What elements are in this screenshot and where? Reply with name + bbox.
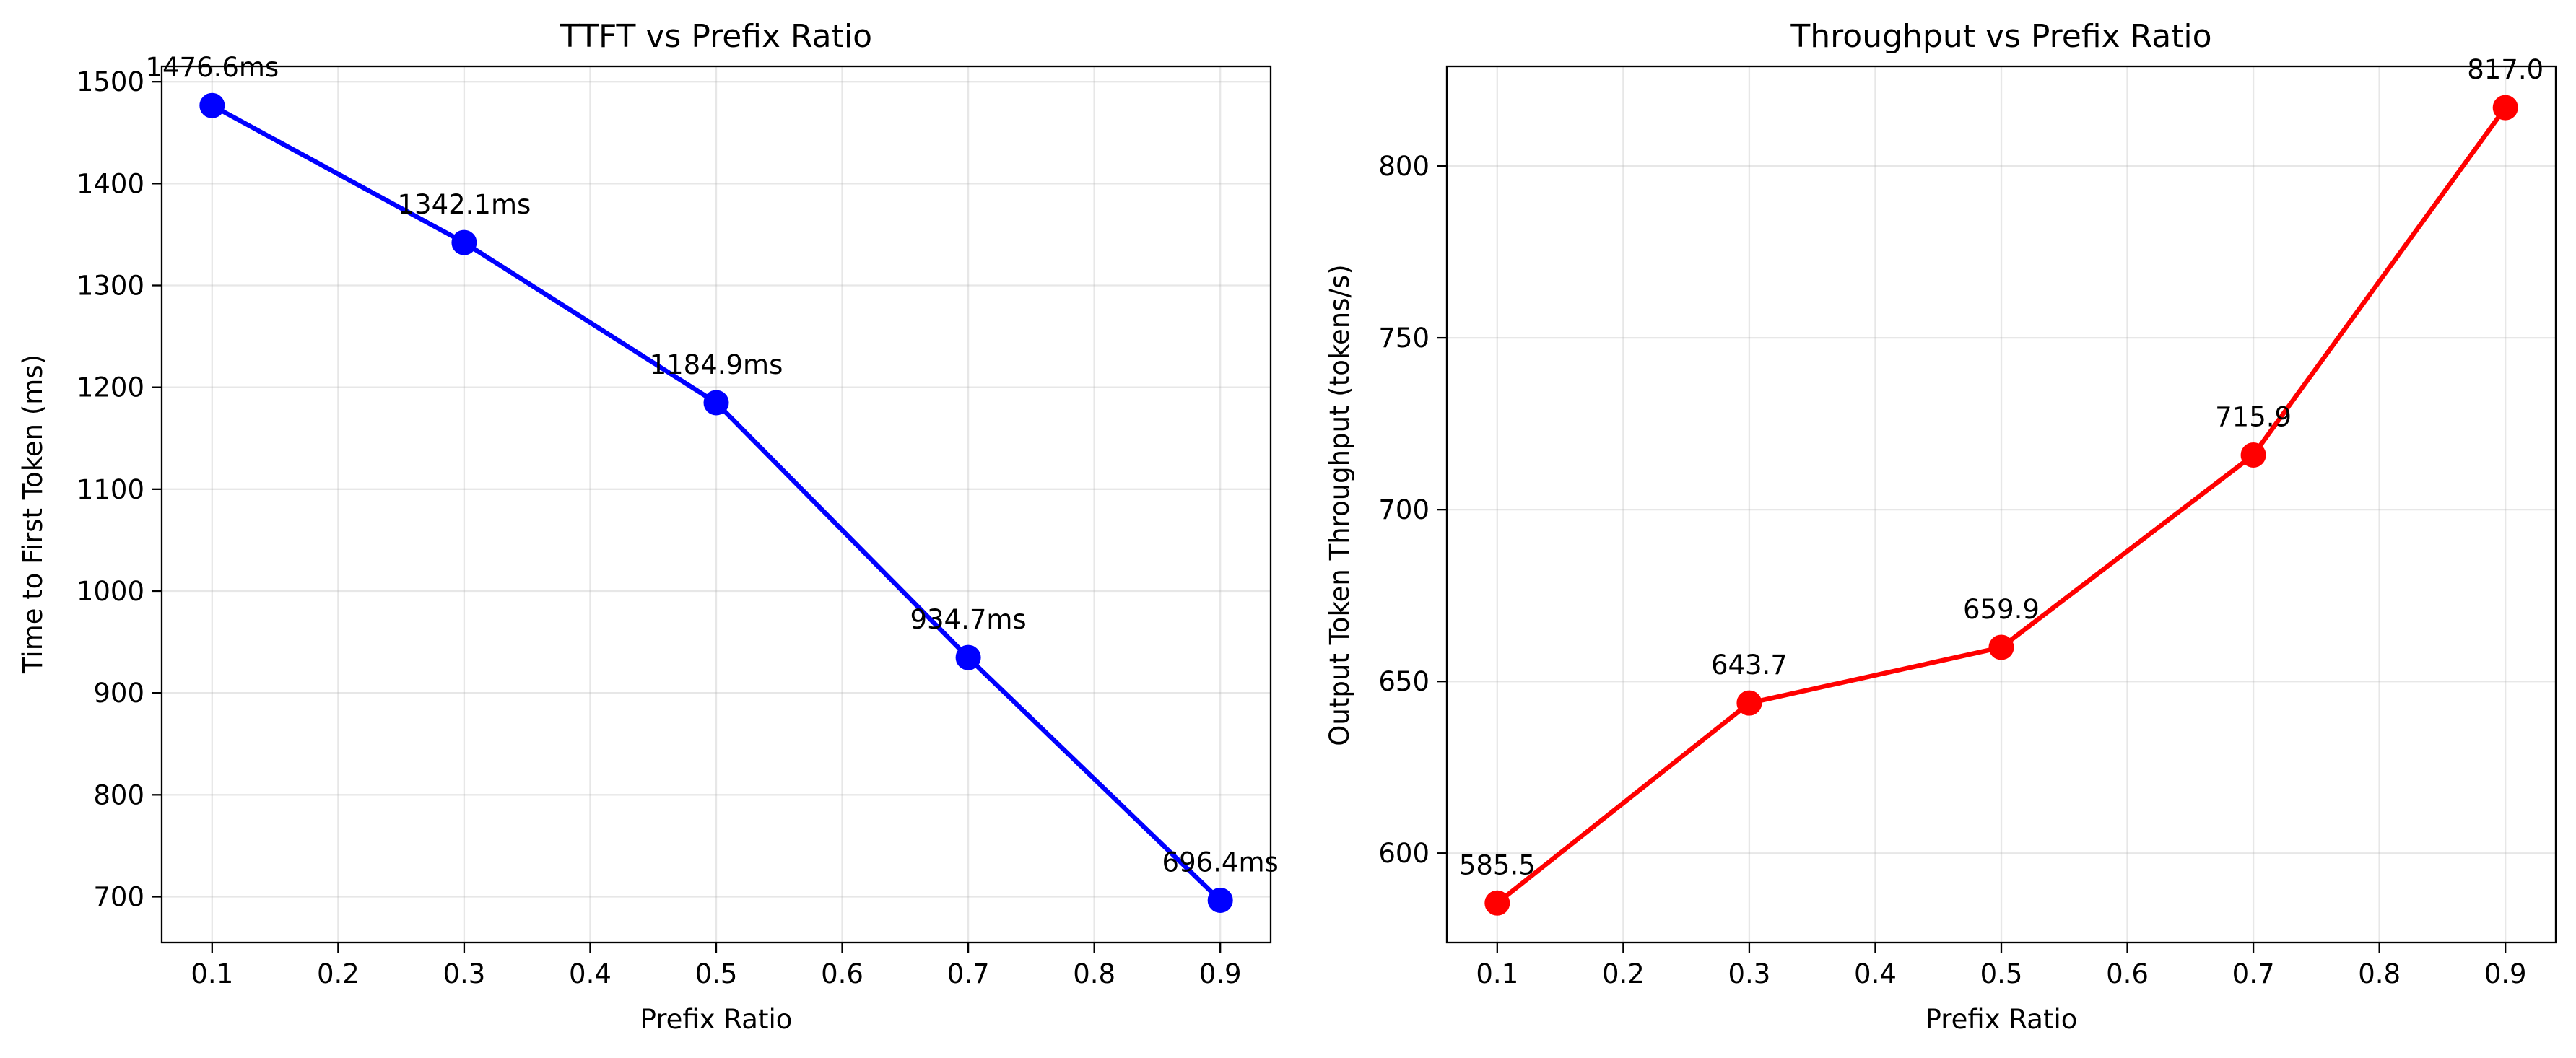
throughput-chart-x-tick-label: 0.8 [2358,958,2401,989]
ttft-chart-gridlines [162,66,1271,943]
throughput-chart-x-tick-label: 0.5 [1980,958,2023,989]
throughput-chart-data-point [1736,690,1762,716]
ttft-chart-y-tick-label: 1500 [77,66,144,97]
throughput-chart-title: Throughput vs Prefix Ratio [1790,18,2211,55]
ttft-chart-y-axis-label: Time to First Token (ms) [17,354,48,674]
ttft-chart-title: TTFT vs Prefix Ratio [560,18,872,55]
throughput-chart-x-tick-label: 0.2 [1602,958,1645,989]
ttft-chart-data-label: 1184.9ms [650,349,783,380]
ttft-chart-ticks: 0.1 0.2 0.3 0.4 0.5 0.6 0.7 0.8 0.9 700 800 900 1000… [77,66,1242,989]
ttft-chart-y-tick-label: 1000 [77,576,144,607]
throughput-chart-y-tick-label: 600 [1378,838,1430,869]
ttft-chart-x-tick-label: 0.4 [569,958,612,989]
ttft-chart-data-point [451,229,477,255]
throughput-chart-data-point [2240,442,2266,468]
throughput-chart-x-tick-label: 0.9 [2484,958,2527,989]
ttft-chart-x-tick-label: 0.2 [317,958,360,989]
throughput-chart-data-label: 715.9 [2215,401,2292,432]
ttft-chart-x-tick-label: 0.3 [443,958,485,989]
ttft-chart-x-tick-label: 0.6 [821,958,863,989]
throughput-chart-data-label: 585.5 [1459,849,1536,880]
ttft-chart-y-tick-label: 900 [93,678,144,709]
throughput-chart-x-tick-label: 0.3 [1728,958,1770,989]
ttft-chart-data-label: 1476.6ms [145,52,279,83]
ttft-chart-y-tick-label: 800 [93,779,144,810]
ttft-chart-y-tick-label: 1400 [77,168,144,199]
ttft-chart-data-label: 934.7ms [910,604,1026,635]
throughput-chart-y-tick-label: 800 [1378,151,1430,182]
ttft-chart-data-point [1207,888,1233,914]
ttft-chart-x-axis-label: Prefix Ratio [640,1004,793,1035]
throughput-chart-x-axis-label: Prefix Ratio [1926,1004,2078,1035]
ttft-chart-data-point [703,390,729,416]
throughput-chart-plot-frame [1445,65,2557,944]
throughput-chart-series: 585.5 643.7 659.9 715.9 817.0 [1459,54,2544,916]
ttft-chart-x-tick-label: 0.8 [1073,958,1115,989]
ttft-chart-data-label: 1342.1ms [398,189,531,220]
ttft-chart-y-tick-label: 1200 [77,372,144,403]
ttft-chart-x-tick-label: 0.5 [695,958,738,989]
throughput-chart-x-tick-label: 0.6 [2106,958,2149,989]
ttft-chart-y-tick-label: 700 [93,881,144,912]
throughput-chart-data-point [2492,95,2518,121]
ttft-chart-y-tick-label: 1300 [77,271,144,302]
ttft-chart-series: 1476.6ms 1342.1ms 1184.9ms 934.7ms 696.4ms [145,52,1279,914]
throughput-chart-panel: Throughput vs Prefix Ratio Prefix Ratio … [1324,18,2557,1035]
throughput-chart-x-tick-label: 0.1 [1476,958,1518,989]
throughput-chart-y-tick-label: 750 [1378,323,1430,354]
throughput-chart-y-axis-label: Output Token Throughput (tokens/s) [1324,264,1355,746]
ttft-chart-data-point [955,644,981,670]
ttft-chart-y-tick-label: 1100 [77,474,144,505]
throughput-chart-data-point [1988,634,2014,660]
throughput-chart-data-label: 643.7 [1711,650,1788,681]
ttft-chart-x-tick-label: 0.9 [1199,958,1242,989]
throughput-chart-data-label: 659.9 [1963,594,2040,625]
ttft-chart-plot-frame [160,65,1272,944]
ttft-chart-data-point [199,92,225,118]
throughput-chart-data-point [1484,890,1510,916]
throughput-chart-y-tick-label: 700 [1378,494,1430,525]
throughput-chart-ticks: 0.1 0.2 0.3 0.4 0.5 0.6 0.7 0.8 0.9 600 650 700 750 8… [1378,151,2526,989]
throughput-chart-x-tick-label: 0.7 [2232,958,2275,989]
ttft-chart-x-tick-label: 0.1 [191,958,233,989]
throughput-chart-data-label: 817.0 [2467,54,2544,85]
ttft-chart-data-label: 696.4ms [1162,847,1279,878]
throughput-chart-y-tick-label: 650 [1378,666,1430,697]
ttft-chart-panel: TTFT vs Prefix Ratio Prefix Ratio Time t… [17,18,1279,1035]
throughput-chart-gridlines [1447,66,2556,943]
throughput-chart-x-tick-label: 0.4 [1854,958,1897,989]
ttft-chart-x-tick-label: 0.7 [947,958,990,989]
